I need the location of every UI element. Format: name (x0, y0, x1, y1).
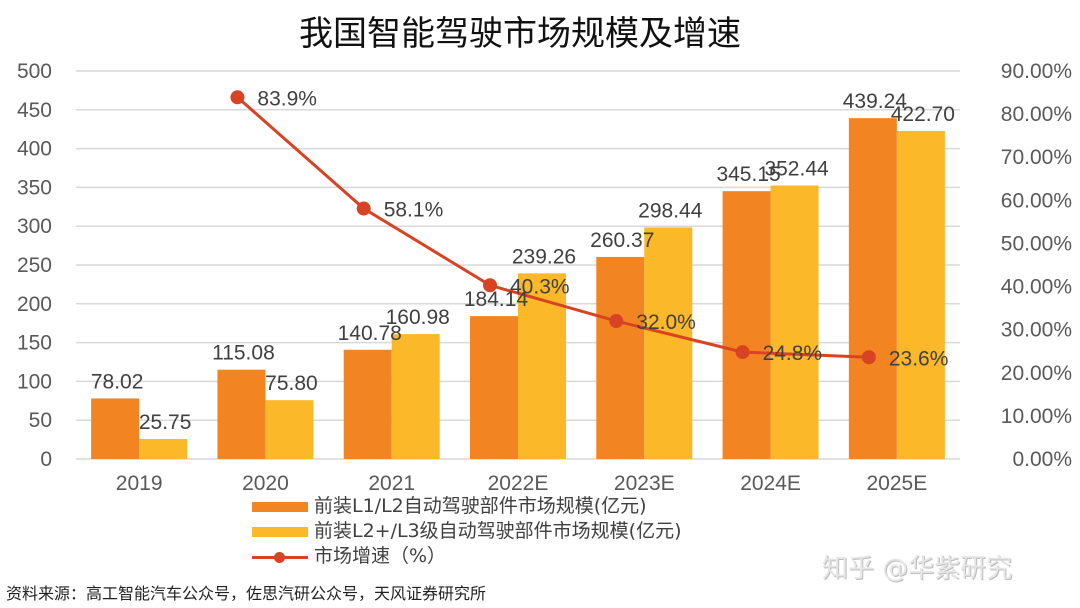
legend: 前装L1/L2自动驾驶部件市场规模(亿元) 前装L2+/L3级自动驾驶部件市场规… (252, 494, 682, 569)
data-label-l2l3: 25.75 (139, 411, 192, 434)
x-tick-label: 2024E (740, 472, 801, 495)
x-tick-label: 2020 (242, 472, 289, 495)
y-left-tick-label: 300 (17, 215, 52, 238)
data-label-l2l3: 75.80 (265, 372, 318, 395)
growth-point (483, 278, 497, 293)
y-right-tick-label: 70.00% (1001, 146, 1072, 169)
legend-swatch-l2l3 (252, 526, 308, 537)
y-right-tick-label: 80.00% (1001, 103, 1072, 126)
x-tick-label: 2021 (368, 472, 415, 495)
bar-l2l3 (770, 185, 819, 459)
legend-label-l2l3: 前装L2+/L3级自动驾驶部件市场规模(亿元) (314, 520, 682, 542)
data-label-l2l3: 422.70 (891, 103, 955, 126)
y-right-tick-label: 10.00% (1001, 405, 1072, 428)
legend-item-growth[interactable]: 市场增速（%） (252, 544, 682, 569)
data-label-growth: 24.8% (763, 342, 823, 365)
y-left-tick-label: 50 (29, 409, 52, 432)
data-label-l1l2: 78.02 (91, 370, 144, 393)
bar-l2l3 (391, 334, 440, 459)
growth-point (861, 350, 876, 365)
y-right-tick-label: 0.00% (1012, 448, 1072, 471)
x-tick-label: 2019 (116, 472, 163, 495)
legend-label-growth: 市场增速（%） (314, 545, 447, 567)
growth-line (230, 90, 876, 365)
source-note: 资料来源：高工智能汽车公众号，佐思汽研公众号，天风证券研究所 (6, 584, 487, 603)
y-right-tick-label: 20.00% (1001, 362, 1072, 385)
x-tick-label: 2023E (614, 472, 675, 495)
x-tick-label: 2025E (866, 472, 927, 495)
bar-l1l2 (470, 316, 518, 459)
watermark: 知乎 @华紫研究 (822, 554, 1013, 584)
data-label-l1l2: 439.24 (843, 90, 908, 113)
bar-l2l3 (265, 400, 314, 459)
bar-l2l3 (139, 439, 188, 459)
y-left-tick-label: 100 (17, 370, 52, 393)
y-left-tick-label: 200 (17, 293, 52, 316)
data-label-growth: 58.1% (384, 199, 444, 222)
legend-swatch-l1l2 (252, 501, 308, 512)
y-left-tick-label: 250 (17, 254, 52, 277)
growth-point (609, 314, 624, 329)
y-left-tick-label: 0 (40, 448, 52, 471)
y-left-tick-label: 450 (17, 99, 52, 122)
chart-title: 我国智能驾驶市场规模及增速 (299, 14, 741, 54)
bars (91, 118, 945, 460)
bar-l1l2 (217, 369, 266, 459)
legend-swatch-growth (252, 551, 308, 563)
legend-item-l1l2[interactable]: 前装L1/L2自动驾驶部件市场规模(亿元) (252, 494, 682, 519)
legend-item-l2l3[interactable]: 前装L2+/L3级自动驾驶部件市场规模(亿元) (252, 519, 682, 544)
bar-l2l3 (644, 227, 693, 459)
growth-point (230, 90, 245, 105)
bar-l1l2 (343, 349, 392, 459)
y-right-tick-label: 60.00% (1001, 189, 1072, 212)
y-right-tick-label: 30.00% (1001, 319, 1072, 342)
growth-line-path (236, 96, 869, 359)
y-left-tick-label: 350 (17, 176, 52, 199)
y-left-tick-label: 150 (17, 332, 52, 355)
y-left-tick-label: 500 (17, 60, 52, 83)
chart: 0 50 100 150 200 250 300 350 400 450 500 0.00% 10.0… (17, 60, 1072, 495)
y-right-ticks: 0.00% 10.00% 20.00% 30.00% 40.00% 50.00% 60.00… (1001, 60, 1072, 471)
x-tick-label: 2022E (488, 472, 549, 495)
data-label-l2l3: 298.44 (638, 199, 703, 222)
data-label-l1l2: 345.15 (716, 163, 780, 186)
y-left-ticks: 0 50 100 150 200 250 300 350 400 450 500 (17, 60, 52, 471)
data-label-l2l3: 239.26 (512, 245, 576, 268)
data-label-l2l3: 160.98 (386, 306, 450, 329)
y-right-tick-label: 90.00% (1001, 60, 1072, 83)
data-label-l1l2: 115.08 (212, 342, 275, 365)
data-label-growth: 23.6% (889, 347, 949, 370)
bar-l1l2 (91, 398, 140, 459)
data-label-growth: 32.0% (636, 311, 696, 334)
legend-marker-dot (274, 551, 285, 563)
bar-l1l2 (596, 256, 645, 459)
data-label-l2l3: 352.44 (764, 158, 829, 181)
legend-label-l1l2: 前装L1/L2自动驾驶部件市场规模(亿元) (314, 495, 647, 517)
data-label-l1l2: 260.37 (590, 229, 654, 252)
y-left-tick-label: 400 (17, 138, 52, 161)
data-label-growth: 83.9% (257, 87, 317, 110)
data-label-l1l2: 140.78 (338, 322, 402, 345)
growth-point (356, 201, 371, 216)
data-label-growth: 40.3% (510, 275, 570, 298)
bar-l1l2 (848, 118, 897, 460)
growth-point (735, 345, 750, 360)
y-right-tick-label: 40.00% (1001, 276, 1072, 299)
bar-l1l2 (722, 191, 771, 459)
x-ticks: 2019 2020 2021 2022E 2023E 2024E 2025E (116, 472, 927, 495)
bar-l2l3 (896, 130, 945, 459)
y-right-tick-label: 50.00% (1001, 232, 1072, 255)
data-label-l1l2: 184.14 (464, 288, 529, 311)
